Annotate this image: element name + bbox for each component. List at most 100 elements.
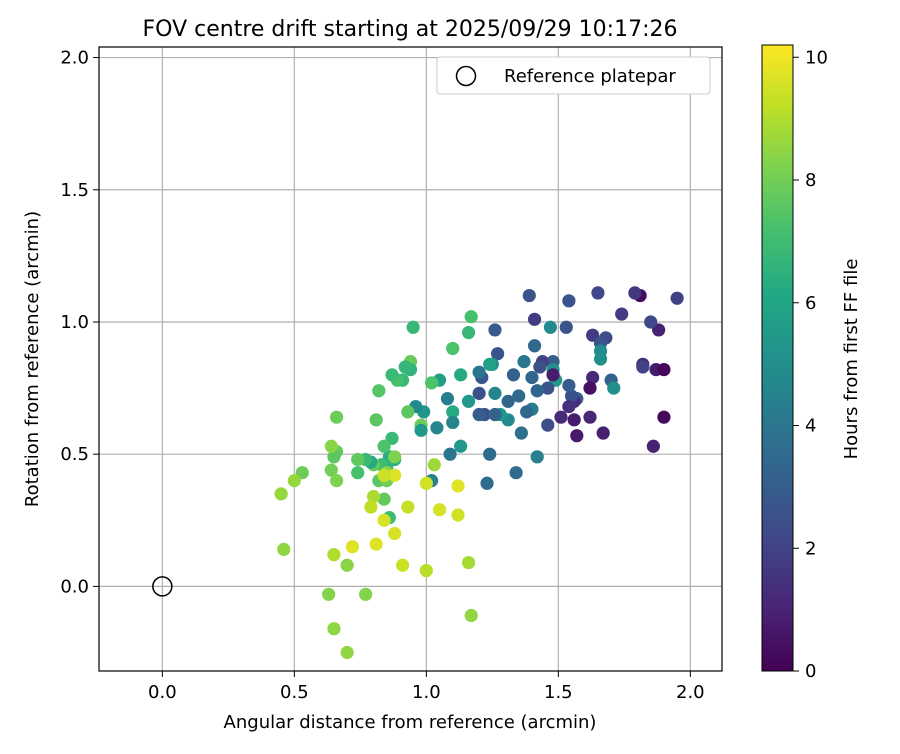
legend-box	[436, 56, 711, 95]
data-point	[351, 452, 365, 467]
data-point	[401, 500, 415, 514]
data-point	[274, 487, 288, 501]
data-point	[646, 439, 660, 453]
data-point	[593, 352, 608, 366]
data-point	[340, 558, 354, 572]
x-tick-label: 2.0	[676, 682, 705, 703]
data-point	[554, 410, 568, 424]
data-point	[525, 370, 539, 385]
colorbar-tick-label: 2	[805, 538, 816, 559]
data-point	[657, 410, 671, 424]
data-point	[454, 439, 468, 453]
colorbar-tick-label: 4	[805, 416, 816, 437]
data-point	[636, 360, 650, 374]
data-point	[644, 315, 658, 329]
data-points	[274, 286, 684, 660]
legend: Reference platepar	[436, 56, 711, 95]
data-point	[530, 384, 544, 398]
data-point	[327, 548, 341, 562]
data-point	[488, 323, 502, 337]
data-point	[414, 423, 428, 437]
data-point	[520, 405, 534, 419]
data-point	[586, 370, 600, 385]
data-point	[351, 466, 365, 480]
legend-reference-icon	[455, 65, 477, 87]
data-point	[359, 587, 373, 601]
data-point	[369, 537, 383, 551]
data-point	[530, 450, 544, 464]
data-point	[366, 489, 381, 504]
data-point	[607, 381, 621, 395]
data-point	[488, 407, 502, 422]
data-point	[527, 339, 542, 353]
colorbar-tick-label: 10	[805, 47, 828, 68]
data-point	[501, 394, 515, 408]
data-point	[329, 474, 344, 488]
data-point	[596, 426, 610, 440]
data-point	[340, 645, 354, 660]
colorbar-tick-label: 6	[805, 293, 816, 314]
data-point	[419, 476, 433, 490]
data-point	[583, 381, 597, 395]
data-point	[483, 357, 497, 371]
data-point	[385, 368, 399, 382]
data-point	[591, 286, 605, 300]
x-axis: 0.0 0.5 1.0 1.5 2.0	[148, 671, 705, 703]
colorbar-label: Hours from first FF file	[841, 259, 862, 460]
data-point	[670, 291, 684, 305]
reference-platepar-marker	[152, 576, 173, 597]
data-point	[440, 392, 455, 406]
data-point	[483, 447, 497, 461]
data-point	[506, 368, 521, 382]
data-point	[322, 587, 336, 601]
data-point	[451, 508, 465, 522]
x-tick-label: 1.0	[412, 682, 441, 703]
data-point	[657, 362, 671, 377]
data-point	[562, 294, 576, 308]
data-point	[430, 421, 444, 435]
data-point	[377, 439, 391, 453]
data-point	[377, 492, 391, 506]
colorbar-tick-label: 8	[805, 170, 816, 191]
data-point	[324, 439, 338, 453]
y-tick-label: 1.5	[60, 180, 89, 201]
data-point	[425, 376, 439, 390]
x-tick-label: 0.0	[148, 682, 177, 703]
data-point	[329, 410, 344, 424]
data-point	[541, 418, 555, 432]
chart-title: FOV centre drift starting at 2025/09/29 …	[143, 17, 678, 42]
data-point	[615, 307, 629, 321]
data-point	[628, 286, 642, 300]
y-tick-label: 2.0	[60, 48, 89, 69]
colorbar-tick-label: 0	[805, 661, 816, 682]
data-point	[543, 320, 558, 334]
reference-marker-group	[152, 576, 173, 597]
data-point	[517, 355, 531, 369]
data-point	[406, 320, 420, 334]
data-point	[388, 450, 402, 464]
y-tick-label: 0.0	[60, 576, 89, 597]
data-point	[401, 405, 415, 419]
legend-label: Reference platepar	[504, 66, 676, 87]
colorbar: 0 2 4 6 8 10 Hours from first FF file	[761, 44, 862, 682]
data-point	[345, 540, 360, 554]
data-point	[277, 542, 291, 556]
data-point	[509, 466, 523, 480]
plot-frame	[98, 46, 723, 672]
data-point	[491, 347, 505, 361]
data-point	[472, 365, 486, 379]
data-point	[472, 386, 486, 400]
data-point	[451, 479, 465, 493]
data-point	[567, 413, 581, 427]
data-point	[388, 526, 402, 541]
data-point	[443, 447, 457, 461]
data-point	[488, 386, 502, 400]
data-point	[446, 405, 460, 419]
data-point	[388, 468, 402, 482]
data-point	[324, 463, 338, 477]
data-point	[419, 563, 433, 578]
data-point	[464, 310, 478, 324]
data-point	[369, 413, 383, 427]
data-point	[398, 360, 412, 374]
